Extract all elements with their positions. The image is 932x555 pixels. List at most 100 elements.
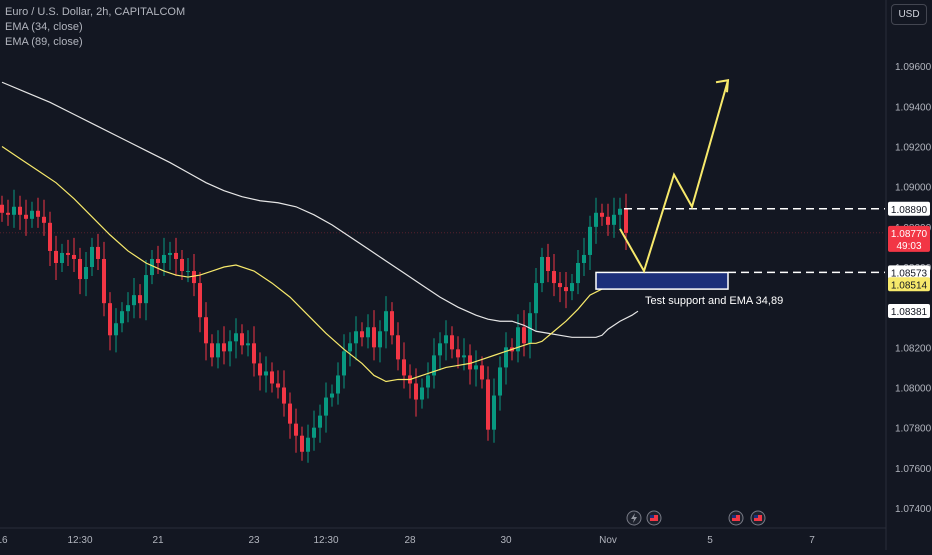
x-tick-label: 7	[809, 535, 815, 546]
candle	[144, 259, 148, 321]
candle	[546, 243, 550, 283]
candle	[60, 243, 64, 273]
candle-body	[186, 271, 190, 273]
candle	[534, 268, 538, 331]
candle	[156, 245, 160, 275]
candle	[54, 235, 58, 281]
candle	[324, 382, 328, 433]
candle	[12, 189, 16, 228]
candle	[228, 330, 232, 367]
projection-arrowhead	[715, 79, 730, 93]
candle-body	[150, 258, 154, 276]
candle	[564, 272, 568, 309]
candle	[432, 338, 436, 389]
symbol-title[interactable]: Euro / U.S. Dollar, 2h, CAPITALCOM	[5, 6, 186, 18]
lightning-icon	[626, 510, 642, 526]
candle-body	[426, 375, 430, 388]
candle-body	[348, 343, 352, 352]
candle-body	[492, 395, 496, 430]
candle-body	[396, 335, 400, 360]
candle	[282, 370, 286, 417]
candle-body	[390, 311, 394, 336]
candle	[558, 272, 562, 303]
candle-body	[168, 252, 172, 255]
support-zone-box	[595, 271, 729, 290]
candle-body	[456, 349, 460, 358]
candle	[96, 233, 100, 271]
flag-canton	[650, 515, 654, 518]
candle	[162, 237, 166, 277]
candle	[522, 310, 526, 357]
candle-body	[300, 435, 304, 452]
candle	[336, 362, 340, 405]
candle	[216, 330, 220, 369]
candle-body	[342, 351, 346, 376]
candle-body	[120, 311, 124, 324]
x-tick-label: 23	[248, 535, 260, 546]
candle	[48, 211, 52, 267]
ema-89-legend[interactable]: EMA (89, close)	[5, 36, 83, 48]
candle	[288, 392, 292, 439]
candle	[72, 237, 76, 273]
candle-body	[90, 246, 94, 268]
candle	[390, 302, 394, 345]
candle	[618, 197, 622, 230]
candle	[276, 370, 280, 399]
candle	[570, 274, 574, 301]
candle-body	[600, 212, 604, 217]
candle	[444, 320, 448, 361]
y-tick-label: 1.09000	[895, 183, 932, 194]
candle	[330, 384, 334, 407]
candle	[66, 239, 70, 267]
flag-canton	[732, 515, 736, 518]
candle	[294, 408, 298, 453]
candle-body	[84, 267, 88, 280]
candle	[426, 362, 430, 399]
candle-body	[318, 415, 322, 428]
candle-body	[198, 283, 202, 318]
candle	[462, 338, 466, 371]
price-label-bg	[888, 277, 930, 292]
candle-body	[252, 343, 256, 364]
candle-body	[624, 208, 628, 233]
candle	[108, 292, 112, 351]
currency-button[interactable]: USD	[891, 4, 927, 25]
candle	[252, 326, 256, 377]
candle	[186, 257, 190, 283]
candle-body	[330, 393, 334, 398]
candle	[198, 272, 202, 333]
candle-body	[18, 206, 22, 215]
candle-body	[576, 262, 580, 284]
candle	[318, 404, 322, 443]
y-tick-label: 1.08200	[895, 343, 932, 354]
x-tick-label: 16	[0, 535, 8, 546]
candle-body	[114, 323, 118, 336]
candle-body	[414, 383, 418, 400]
ema-34-legend[interactable]: EMA (34, close)	[5, 21, 83, 33]
candle	[402, 342, 406, 389]
candle-body	[102, 258, 106, 304]
y-tick-label: 1.07800	[895, 424, 932, 435]
ema-89-line	[1, 81, 639, 338]
candle	[0, 195, 4, 222]
candle-body	[54, 250, 58, 263]
candle	[540, 247, 544, 293]
flag-icon	[750, 510, 766, 526]
candle-body	[162, 254, 166, 263]
price-label-ema-89: 1.08381	[888, 303, 930, 318]
candle	[576, 249, 580, 295]
candle-body	[144, 275, 148, 304]
candle	[312, 410, 316, 451]
candle	[24, 199, 28, 236]
candle-body	[480, 365, 484, 380]
candle-body	[552, 271, 556, 284]
candle	[36, 197, 40, 228]
candle-body	[378, 331, 382, 348]
candle	[360, 322, 364, 347]
candle-body	[570, 283, 574, 292]
candle	[300, 426, 304, 461]
candle	[30, 201, 34, 228]
